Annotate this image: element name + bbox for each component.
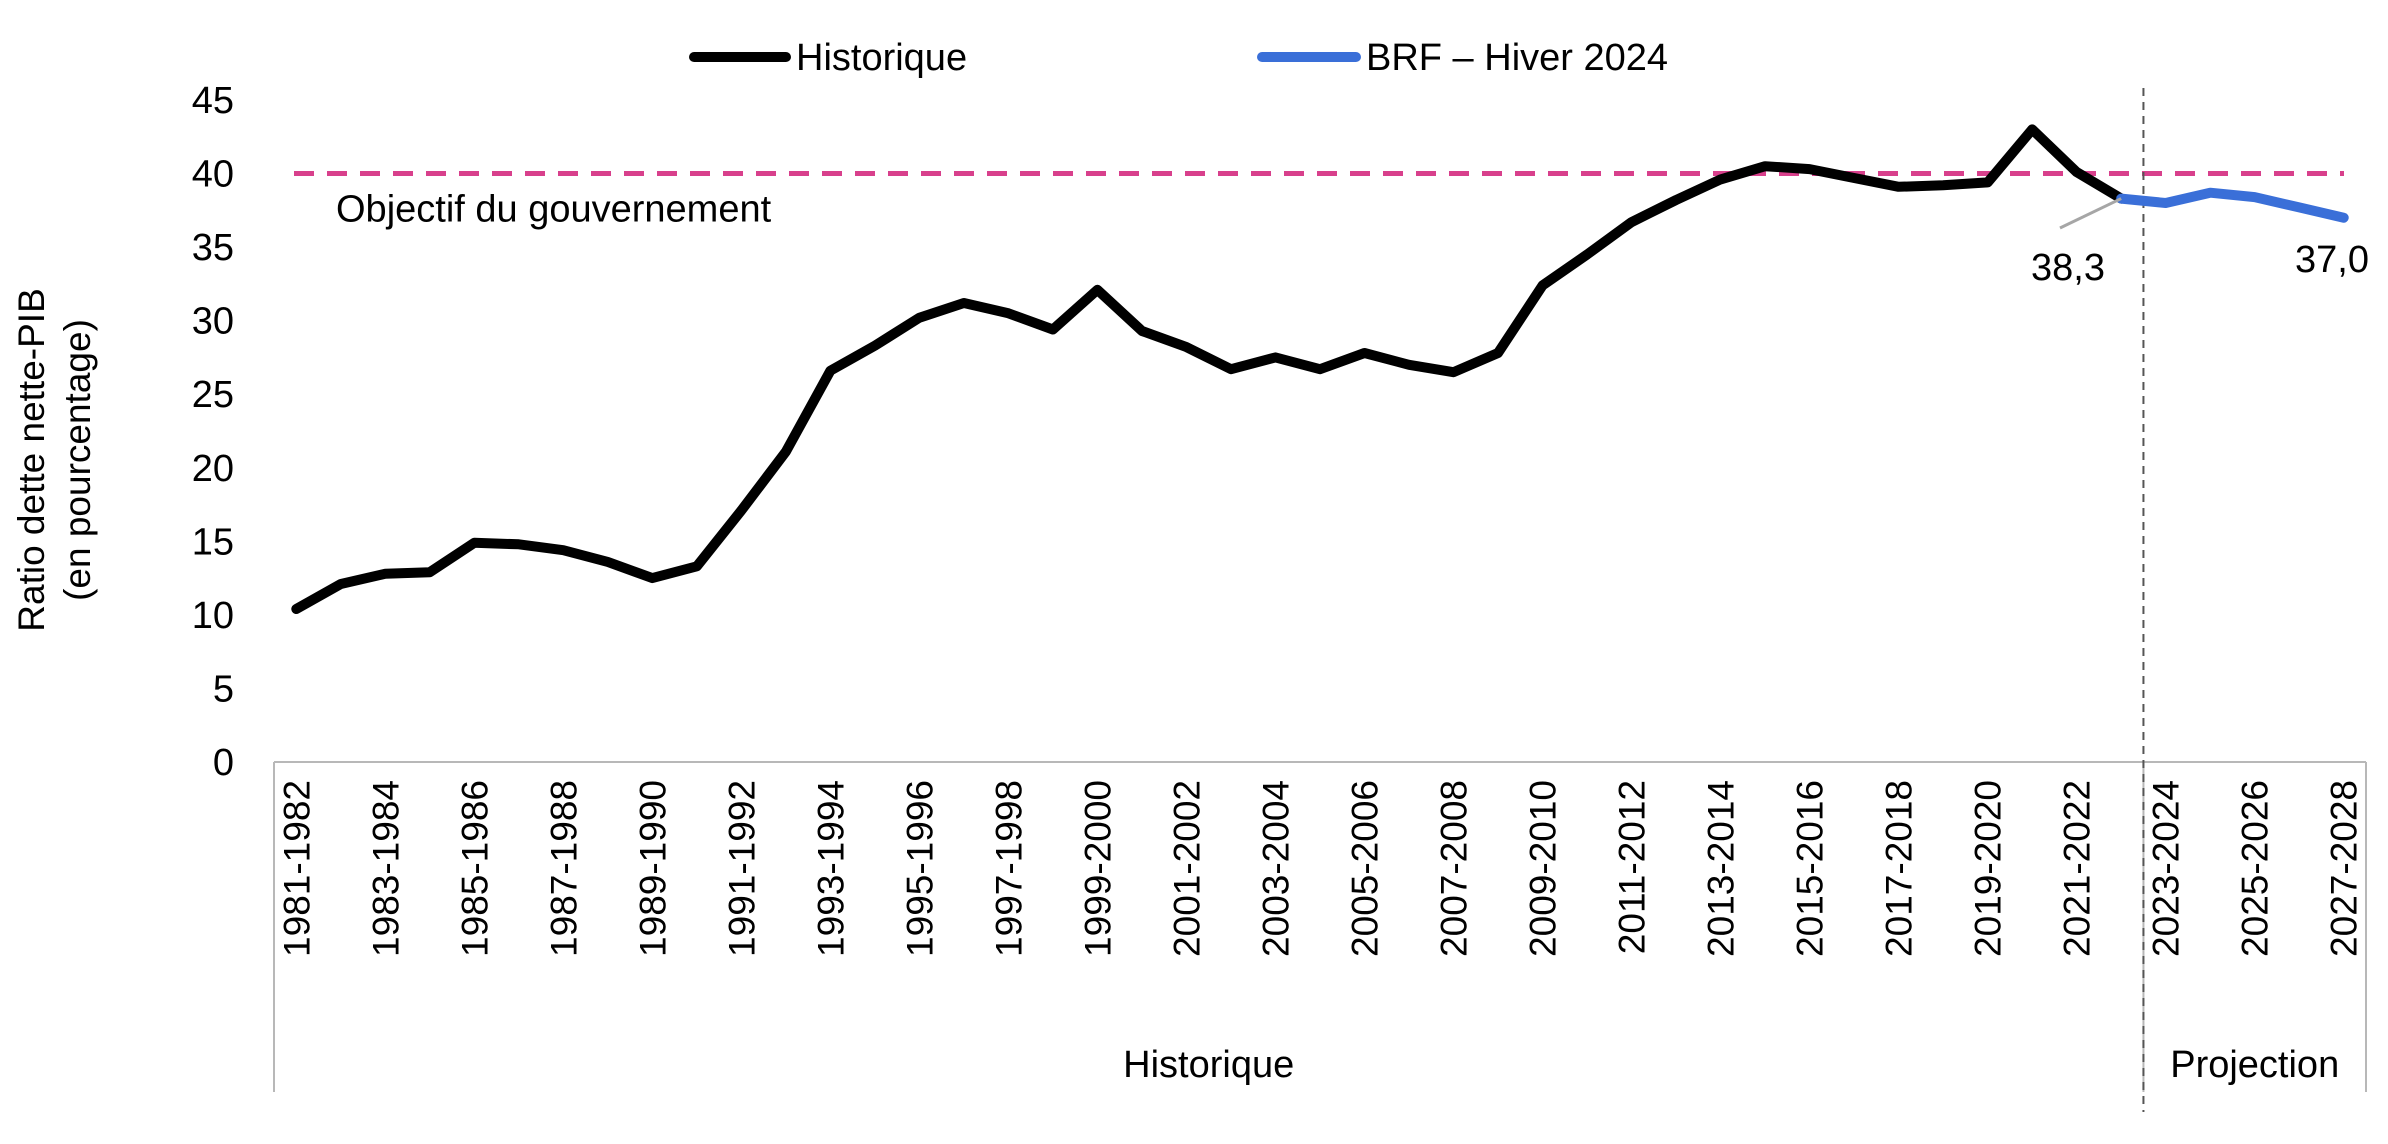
y-tick-label: 15	[192, 521, 234, 563]
annotation-leader-line	[2059, 197, 2122, 230]
target-line-label: Objectif du gouvernement	[336, 189, 772, 231]
x-tick-label: 1989-1990	[632, 780, 673, 957]
y-axis-label-line2: (en pourcentage)	[57, 319, 98, 601]
y-axis: 0 5 10 15 20 25 30 35 40 45	[192, 80, 234, 784]
y-tick-label: 0	[213, 742, 234, 784]
y-tick-label: 5	[213, 668, 234, 710]
x-tick-label: 1981-1982	[276, 780, 317, 957]
annotation-label: 38,3	[2031, 247, 2105, 289]
y-tick-label: 20	[192, 448, 234, 490]
x-tick-label: 2009-2010	[1523, 780, 1564, 957]
annotation-label: 37,0	[2295, 239, 2369, 281]
x-tick-label: 2025-2026	[2235, 780, 2276, 957]
legend: Historique BRF – Hiver 2024	[689, 37, 1668, 79]
x-tick-label: 2013-2014	[1701, 780, 1742, 957]
x-tick-label: 2019-2020	[1968, 780, 2009, 957]
x-tick-label: 2005-2006	[1345, 780, 1386, 957]
annotations: 38,3 37,0	[2031, 197, 2369, 289]
x-tick-label: 1987-1988	[543, 780, 584, 957]
y-axis-label-line1: Ratio dette nette-PIB	[11, 288, 52, 631]
y-tick-label: 45	[192, 80, 234, 122]
series-line-brf-hiver-2024	[2116, 187, 2349, 223]
x-tick-label: 2023-2024	[2146, 780, 2187, 957]
y-tick-label: 25	[192, 374, 234, 416]
x-tick-label: 2003-2004	[1255, 780, 1296, 957]
legend-label-1: Historique	[796, 37, 967, 79]
x-tick-label: 1995-1996	[899, 780, 940, 957]
x-tick-label: 1999-2000	[1077, 780, 1118, 957]
x-tick-label: 1985-1986	[454, 780, 495, 957]
x-tick-label: 2027-2028	[2324, 780, 2365, 957]
y-tick-label: 35	[192, 227, 234, 269]
x-group-label: Historique	[1123, 1044, 1294, 1086]
y-tick-label: 30	[192, 301, 234, 343]
series-line-historique	[291, 124, 2127, 614]
x-tick-label: 1997-1998	[988, 780, 1029, 957]
x-tick-label: 2011-2012	[1612, 780, 1653, 954]
x-tick-label: 2015-2016	[1790, 780, 1831, 957]
x-axis: 1981-1982 1983-1984 1985-1986 1987-1988 1989…	[273, 88, 2367, 1112]
x-tick-label: 1991-1992	[721, 780, 762, 957]
x-tick-label: 1993-1994	[810, 780, 851, 957]
y-tick-label: 10	[192, 595, 234, 637]
x-tick-label: 2001-2002	[1166, 780, 1207, 957]
x-tick-label: 1983-1984	[365, 780, 406, 957]
legend-label-2: BRF – Hiver 2024	[1366, 37, 1668, 79]
x-tick-label: 2021-2022	[2057, 780, 2098, 957]
x-tick-label: 2017-2018	[1879, 780, 1920, 957]
x-group-label: Projection	[2170, 1044, 2339, 1086]
target-line-group: Objectif du gouvernement	[294, 171, 2344, 231]
y-tick-label: 40	[192, 154, 234, 196]
series-group	[291, 124, 2349, 614]
x-tick-label: 2007-2008	[1434, 780, 1475, 957]
